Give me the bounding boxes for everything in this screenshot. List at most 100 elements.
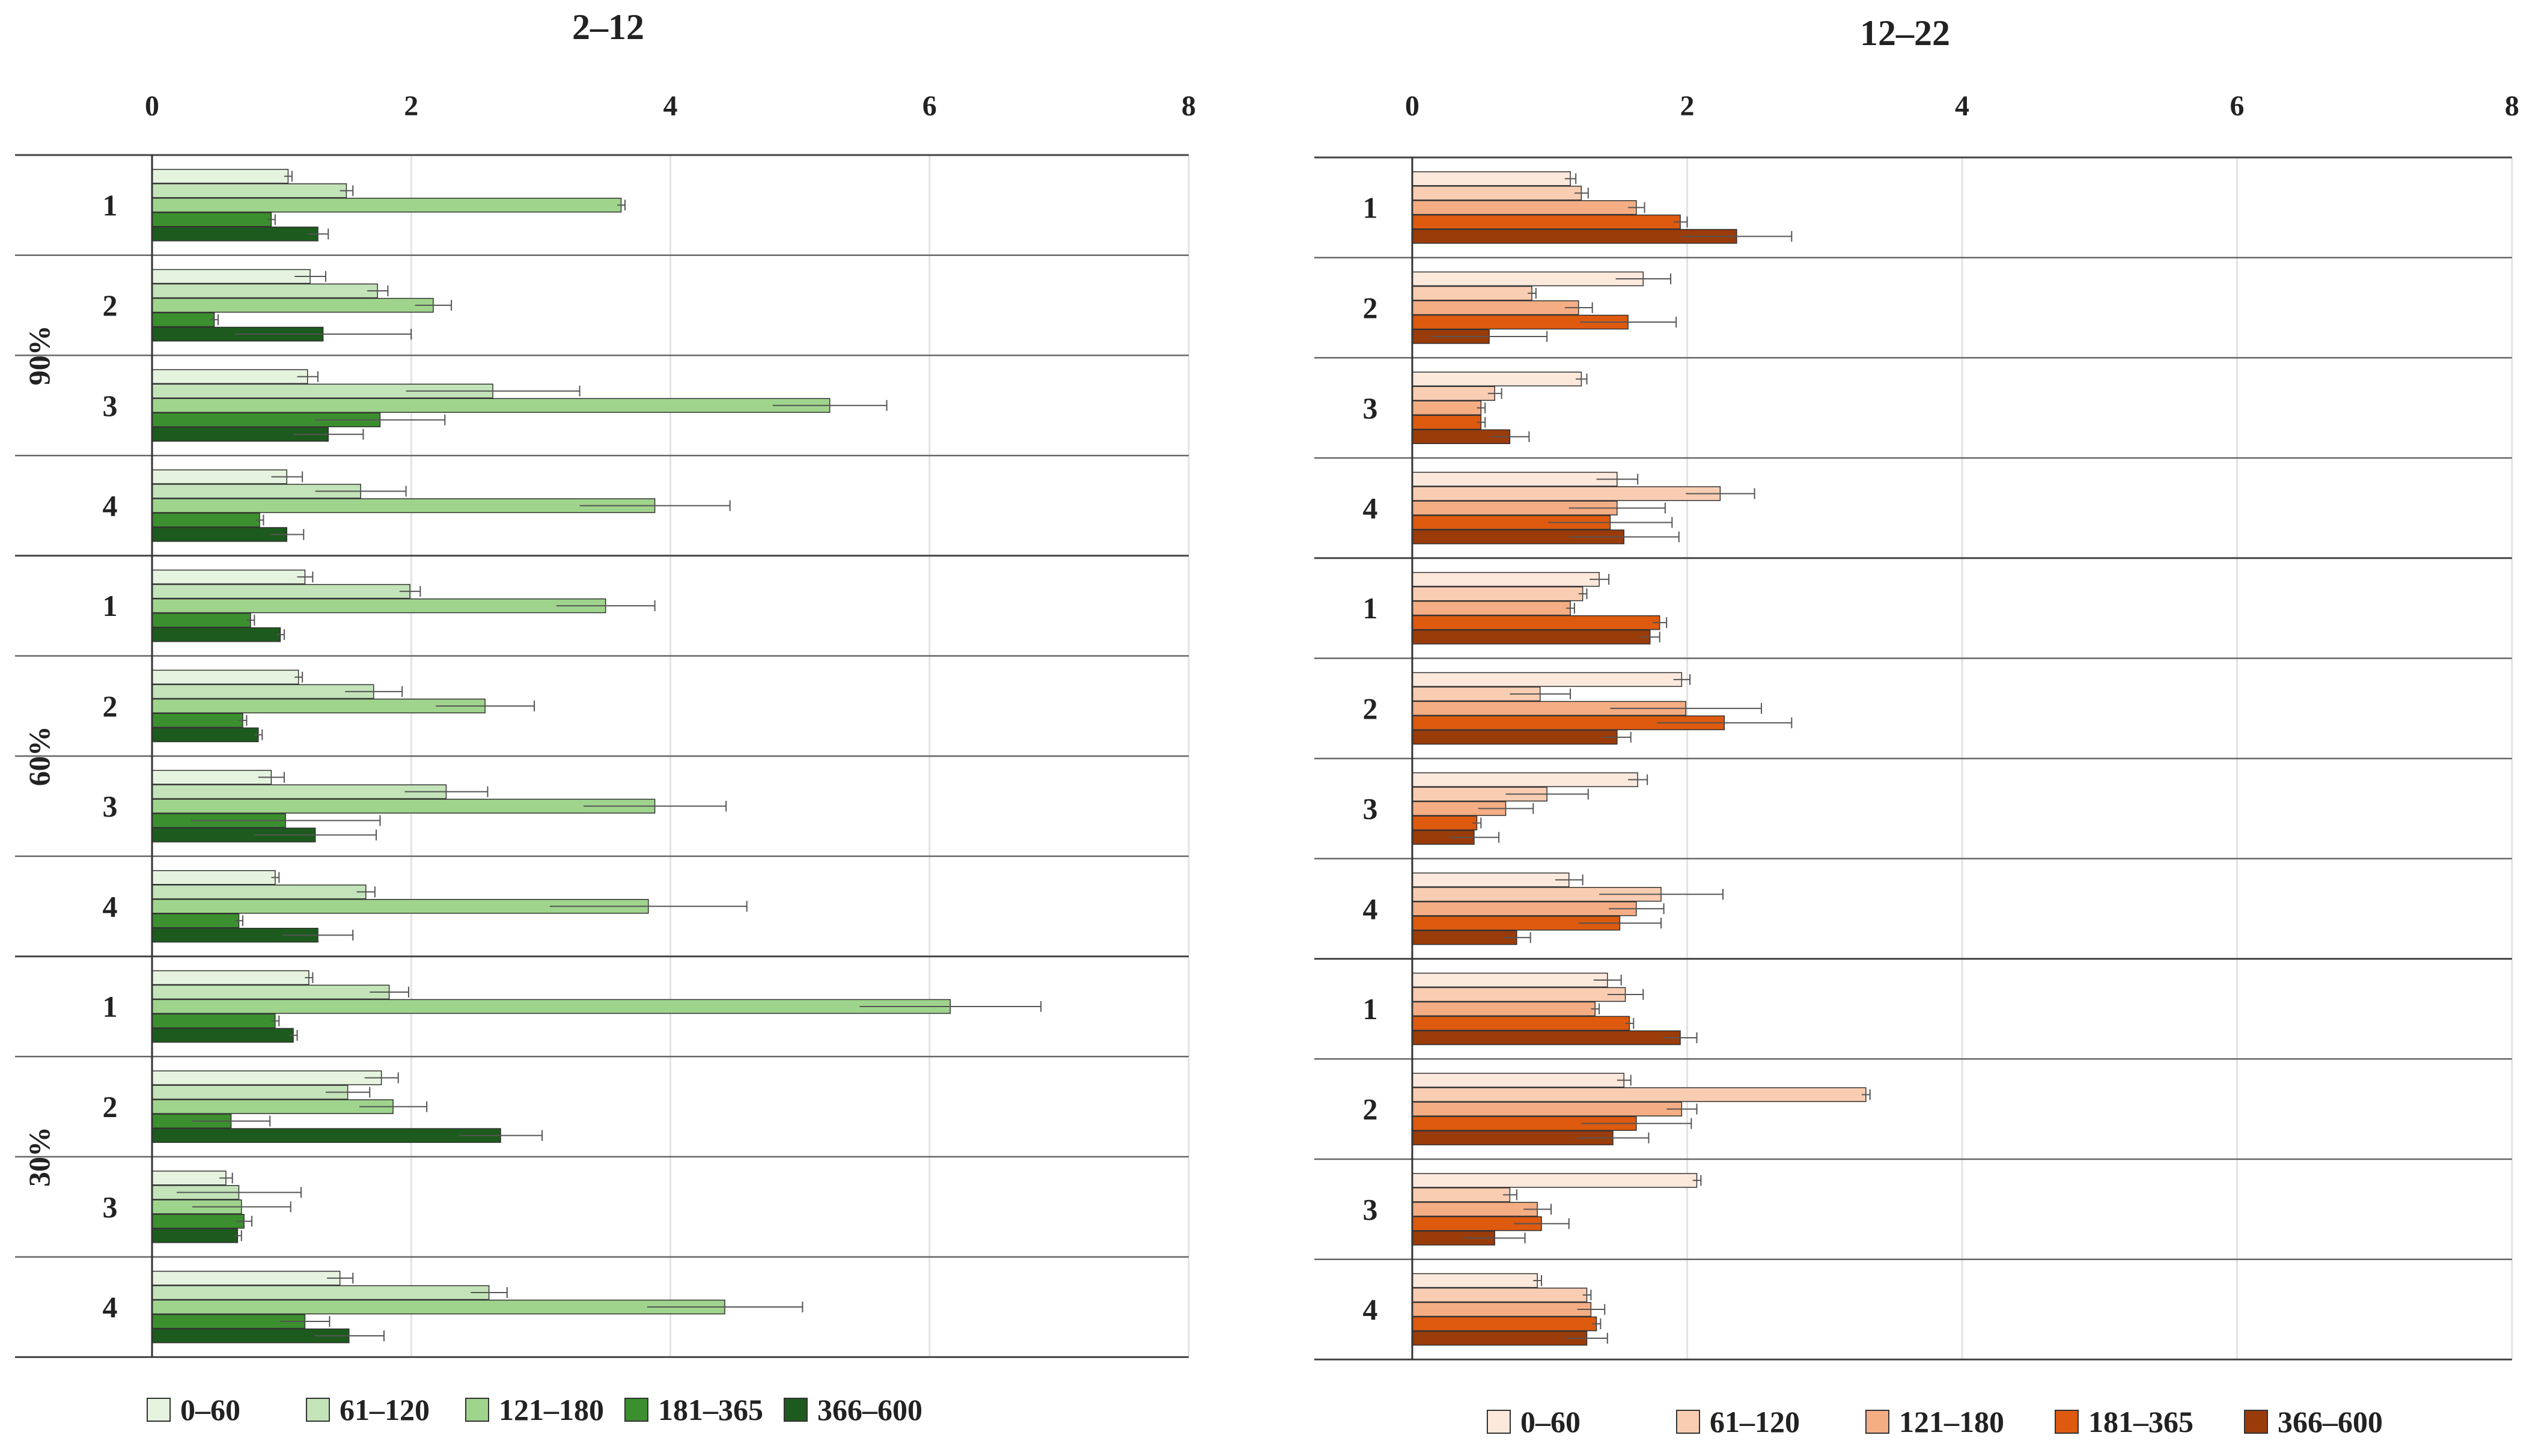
chart-panel-12-22: 12–22 0 2 4 6 8 1 2 3 4 1 2 3 4 1 2 3 4 0–60 61–120 121–180 1…: [1314, 13, 2519, 1439]
row-label: 2: [1363, 1092, 1378, 1126]
bar: [1412, 300, 1579, 315]
bar: [151, 269, 311, 284]
bar: [151, 684, 374, 699]
legend-label: 121–180: [1899, 1405, 2004, 1439]
bar: [1412, 371, 1582, 386]
bar: [151, 227, 319, 242]
bar: [1412, 901, 1637, 916]
bar: [151, 698, 486, 714]
bar: [1412, 930, 1517, 945]
bar: [1412, 1087, 1867, 1102]
bar: [151, 398, 831, 413]
legend-swatch: [147, 1398, 171, 1422]
bar: [151, 784, 447, 799]
row-label: 2: [1363, 692, 1378, 725]
row-label: 3: [1363, 792, 1378, 826]
bar: [1412, 629, 1651, 645]
bar: [151, 1270, 341, 1286]
bar: [1412, 1330, 1588, 1346]
bar: [1412, 873, 1570, 888]
bar: [1412, 1273, 1538, 1288]
row-label: 4: [1363, 491, 1378, 525]
group-label: 30%: [22, 1127, 56, 1187]
bar: [151, 312, 215, 327]
bar: [151, 1028, 294, 1043]
row-label: 3: [103, 1190, 118, 1223]
bar: [1412, 1302, 1592, 1317]
bar: [151, 713, 243, 728]
x-tick-label: 4: [663, 90, 678, 122]
bar: [151, 283, 378, 299]
legend-label: 181–365: [2088, 1405, 2193, 1439]
legend-label: 0–60: [1520, 1405, 1581, 1439]
bar: [1412, 1101, 1683, 1116]
bar: [151, 1128, 501, 1143]
row-label: 1: [1363, 992, 1378, 1026]
x-tick-label: 2: [404, 90, 418, 122]
bar: [151, 913, 240, 928]
bar: [1412, 586, 1584, 602]
bar: [151, 569, 306, 585]
bar: [151, 498, 656, 513]
bar: [151, 583, 410, 599]
bar: [1412, 472, 1618, 487]
bar: [151, 669, 299, 685]
bar: [151, 870, 276, 885]
bar: [151, 527, 287, 542]
chart-panel-2-12: 2–12 0 2 4 6 8 1 2 3 4 1 2 3 4 1 2 3 4 90% 60% 30% 0–60 61–120…: [15, 7, 1196, 1427]
bar: [151, 1214, 245, 1229]
legend-label: 61–120: [340, 1393, 430, 1427]
bar: [1412, 200, 1637, 215]
chart-title: 12–22: [1860, 13, 1950, 53]
bar: [151, 1171, 227, 1186]
bar: [1412, 600, 1571, 616]
row-label: 2: [1363, 291, 1378, 324]
legend-swatch: [1487, 1410, 1511, 1434]
legend-swatch: [624, 1398, 648, 1422]
bar: [1412, 285, 1532, 301]
bar: [151, 297, 434, 313]
bar: [151, 212, 272, 227]
bar: [151, 885, 367, 900]
group-label: 60%: [22, 726, 56, 786]
x-tick-label: 6: [2230, 90, 2245, 122]
row-label: 2: [103, 1090, 118, 1124]
x-tick-label: 0: [145, 90, 159, 122]
bar: [1412, 1016, 1630, 1031]
bar: [1412, 400, 1482, 415]
bar: [1412, 1001, 1596, 1017]
legend-swatch: [465, 1398, 489, 1422]
bar: [151, 984, 390, 1000]
bar: [151, 1099, 394, 1114]
row-label: 1: [1363, 591, 1378, 625]
bar: [1412, 215, 1681, 230]
x-tick-label: 8: [1181, 90, 1196, 122]
legend-swatch: [1865, 1410, 1889, 1434]
bar: [1412, 730, 1618, 745]
bar: [1412, 972, 1608, 988]
bar: [151, 799, 656, 814]
row-label: 2: [103, 689, 118, 723]
x-tick-label: 8: [2505, 90, 2519, 122]
bar: [1412, 171, 1571, 186]
legend-label: 61–120: [1710, 1405, 1800, 1439]
legend-label: 366–600: [817, 1393, 922, 1427]
row-label: 3: [103, 389, 118, 422]
bar: [151, 612, 251, 628]
bar: [151, 469, 287, 484]
group-label: 90%: [22, 325, 56, 385]
row-label: 3: [1363, 391, 1378, 425]
bar: [1412, 772, 1638, 787]
x-tick-label: 6: [922, 90, 937, 122]
bar: [151, 1299, 725, 1315]
bar: [151, 1085, 349, 1100]
bar: [151, 1285, 490, 1300]
bar: [151, 513, 260, 528]
bar: [151, 169, 289, 184]
bar: [1412, 1316, 1597, 1332]
chart-title: 2–12: [572, 7, 644, 47]
row-label: 2: [103, 288, 118, 322]
x-tick-label: 2: [1680, 90, 1695, 122]
bar: [1412, 271, 1644, 287]
bar: [1412, 615, 1660, 630]
